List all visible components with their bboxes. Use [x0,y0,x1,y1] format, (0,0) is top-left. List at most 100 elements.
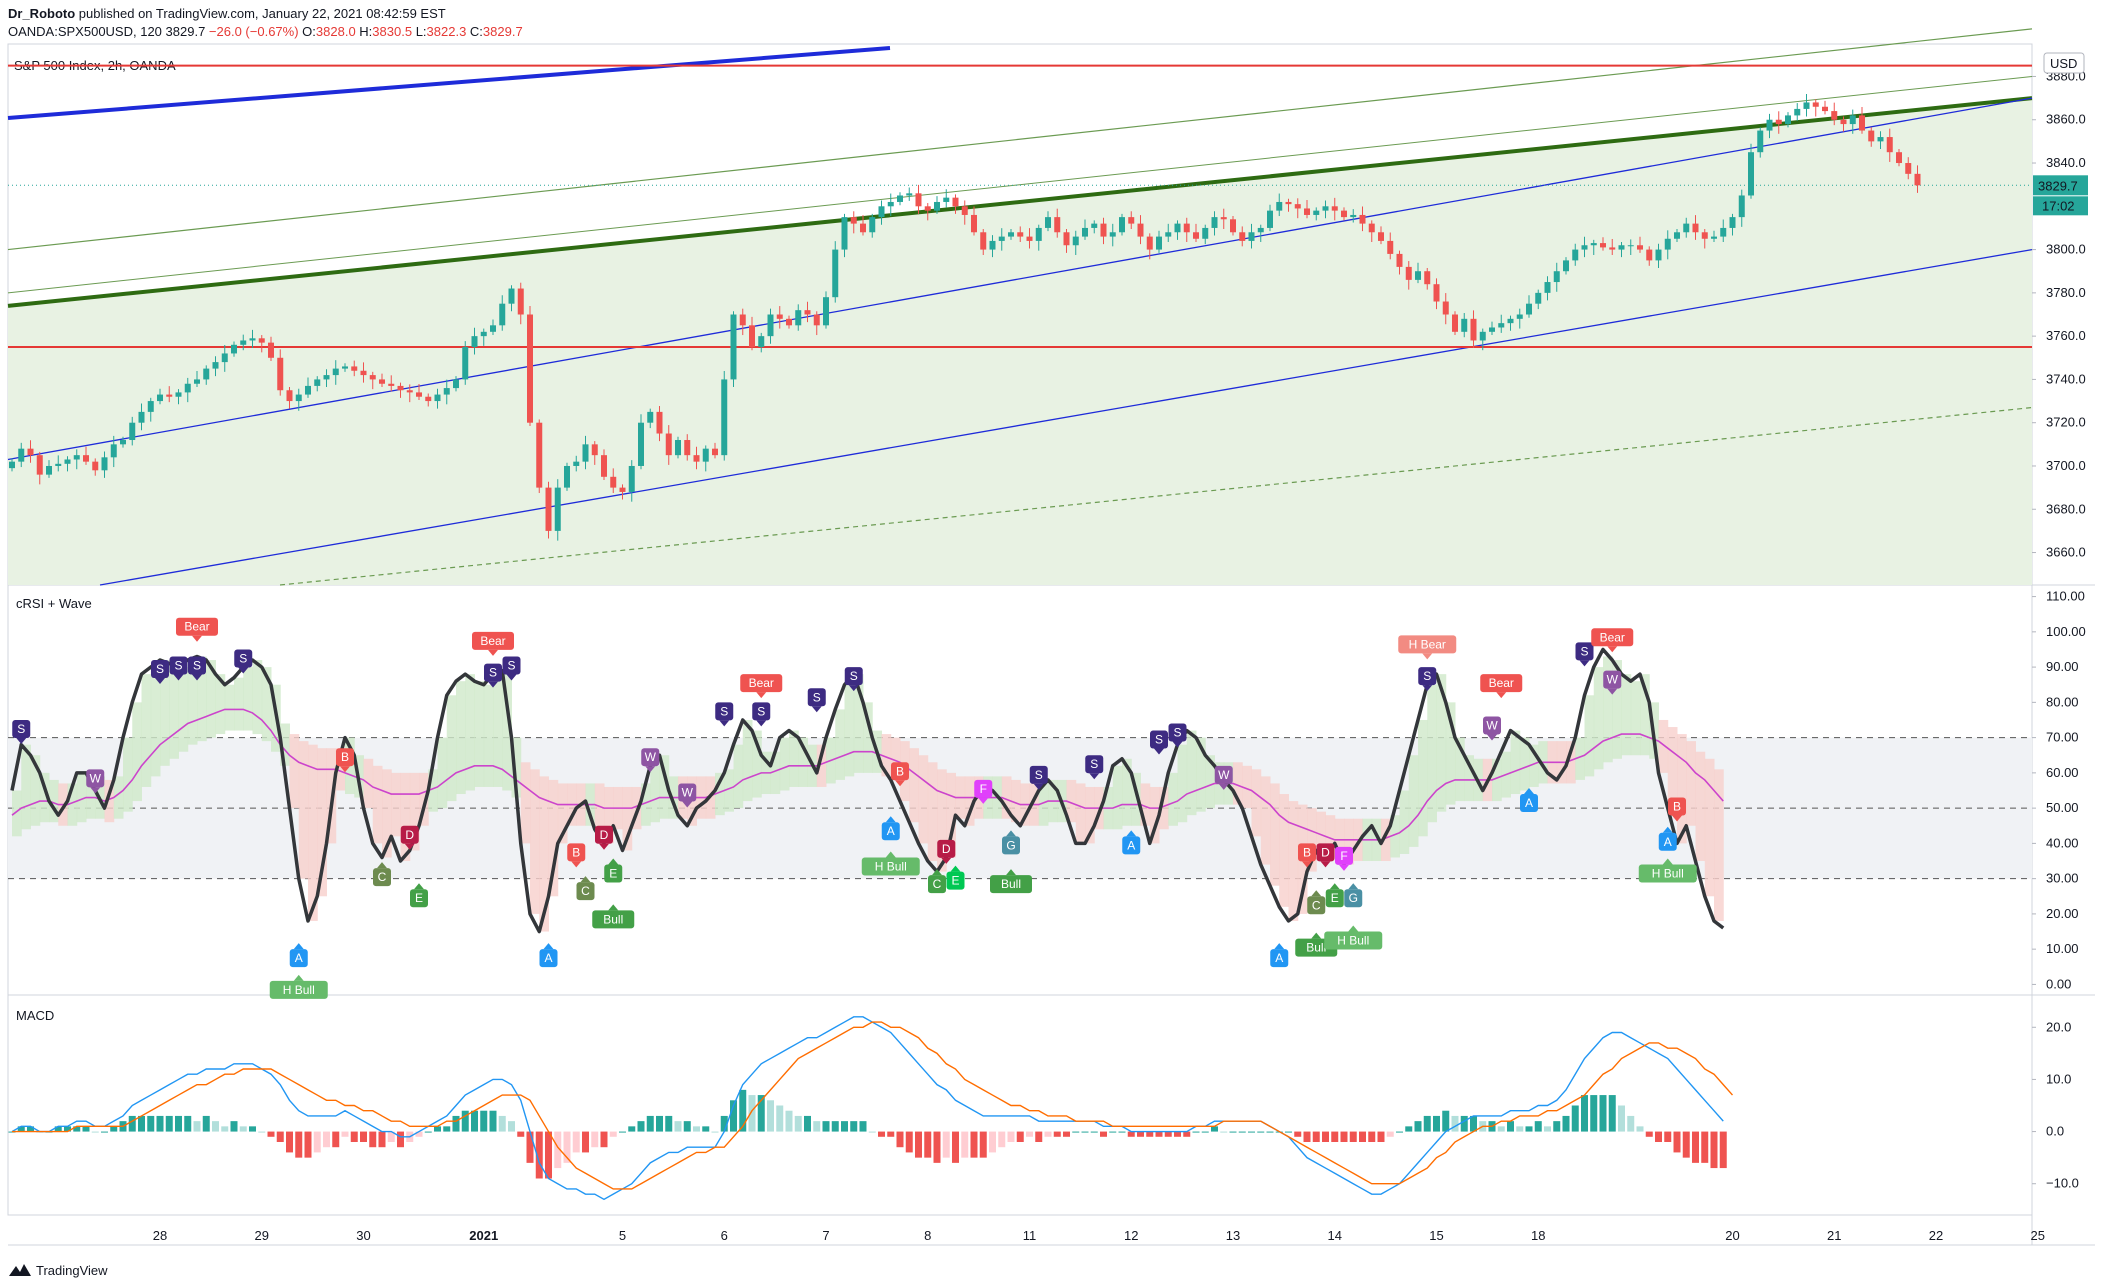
wave-marker-f[interactable]: F [974,779,993,804]
candle[interactable] [342,363,348,372]
candle[interactable] [573,455,580,472]
candle[interactable] [388,375,395,392]
price-scale[interactable]: USD [2043,52,2085,74]
candle[interactable] [869,213,876,238]
candle[interactable] [564,462,570,491]
candle[interactable] [1544,276,1551,301]
candle[interactable] [1202,224,1209,245]
wave-marker-d[interactable]: D [400,825,419,850]
candle[interactable] [1248,223,1255,249]
candle[interactable] [120,436,126,448]
candle[interactable] [55,455,62,472]
candle[interactable] [1581,236,1588,258]
candle[interactable] [83,446,89,465]
candle[interactable] [730,311,737,387]
wave-marker-c[interactable]: C [373,862,391,887]
wave-marker-w[interactable]: W [678,783,697,808]
candle[interactable] [221,345,228,372]
candle[interactable] [582,435,589,470]
candle[interactable] [1609,238,1616,255]
wave-marker-b[interactable]: B [891,762,909,787]
candle[interactable] [1257,224,1264,243]
candle[interactable] [841,213,848,258]
wave-marker-a[interactable]: A [1122,830,1141,855]
wave-marker-bull[interactable]: Bull [592,904,635,929]
candle[interactable] [1840,116,1847,132]
candle[interactable] [1868,127,1875,147]
candle[interactable] [1877,131,1884,149]
candle[interactable] [656,406,663,442]
candle[interactable] [351,360,358,377]
candle[interactable] [1803,93,1810,117]
candle[interactable] [18,442,25,468]
candle[interactable] [860,215,866,236]
wave-marker-s[interactable]: S [752,702,771,727]
candle[interactable] [1137,215,1144,245]
candle[interactable] [64,456,71,472]
candle[interactable] [425,393,432,407]
candle[interactable] [157,388,163,405]
wave-marker-s[interactable]: S [807,688,826,713]
candle[interactable] [1831,102,1838,126]
candle[interactable] [1026,228,1033,249]
candle[interactable] [1683,217,1690,238]
candle[interactable] [1905,157,1912,180]
candle[interactable] [823,291,829,329]
wave-marker-b[interactable]: B [1668,797,1686,822]
candle[interactable] [1627,239,1634,255]
wave-marker-b[interactable]: B [567,843,586,868]
candle[interactable] [786,315,792,329]
wave-marker-c[interactable]: C [1307,890,1326,915]
candle[interactable] [1146,233,1153,260]
candle[interactable] [1405,261,1412,290]
candle[interactable] [305,377,311,398]
wave-marker-a[interactable]: A [539,943,558,968]
candle[interactable] [397,382,404,398]
candle[interactable] [1396,250,1403,275]
candle[interactable] [647,408,654,429]
candle[interactable] [406,384,413,403]
candle[interactable] [545,481,552,539]
candle[interactable] [1322,200,1329,219]
candle[interactable] [27,440,34,463]
candle[interactable] [277,349,284,396]
candle[interactable] [379,373,385,387]
candle[interactable] [1822,100,1828,115]
candle[interactable] [721,370,728,461]
wave-marker-s[interactable]: S [1418,667,1437,692]
candle[interactable] [36,451,43,485]
candle[interactable] [1100,217,1107,245]
candle[interactable] [1378,226,1384,245]
candle[interactable] [813,311,820,336]
wave-marker-s[interactable]: S [188,656,206,681]
candle[interactable] [675,436,681,459]
candle[interactable] [268,336,274,362]
candle[interactable] [1304,200,1310,219]
wave-marker-a[interactable]: A [1520,788,1538,813]
candle[interactable] [1211,211,1218,236]
candle[interactable] [1711,230,1717,243]
candle[interactable] [443,379,450,405]
wave-marker-s[interactable]: S [715,702,734,727]
candle[interactable] [1738,189,1745,227]
candle[interactable] [619,484,626,500]
candle[interactable] [323,369,330,387]
wave-marker-d[interactable]: D [595,825,613,850]
candle[interactable] [1914,165,1921,193]
wave-marker-s[interactable]: S [151,660,169,685]
candle[interactable] [832,241,839,303]
wave-marker-s[interactable]: S [484,663,502,688]
wave-marker-s[interactable]: S [12,719,31,744]
candle[interactable] [804,301,811,323]
candle[interactable] [480,328,487,346]
candle[interactable] [1165,223,1172,243]
candle[interactable] [517,282,524,325]
candle[interactable] [1535,289,1542,310]
candle[interactable] [175,389,182,405]
candle[interactable] [897,192,903,206]
candle[interactable] [980,229,987,255]
candle[interactable] [1294,198,1301,219]
wave-marker-s[interactable]: S [234,649,253,674]
